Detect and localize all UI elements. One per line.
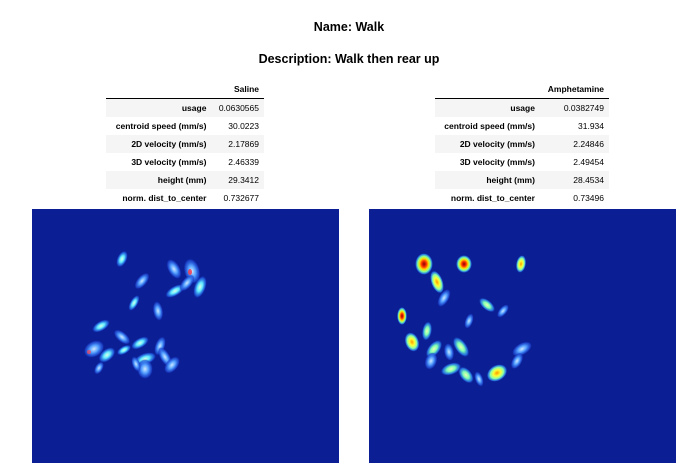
row-label: 3D velocity (mm/s) [459, 157, 535, 167]
row-value: 31.934 [578, 121, 604, 131]
row-label: norm. dist_to_center [122, 193, 207, 203]
table-row: 2D velocity (mm/s) 2.17869 [106, 135, 264, 153]
row-value: 2.17869 [228, 139, 259, 149]
table-row: norm. dist_to_center 0.732677 [106, 189, 264, 207]
amphetamine-heatmap-image [369, 209, 676, 463]
description-heading: Description: Walk then rear up [258, 52, 440, 66]
row-label: height (mm) [157, 175, 207, 185]
row-label: usage [181, 103, 207, 113]
table-row: centroid speed (mm/s) 31.934 [435, 117, 609, 135]
row-value: 2.46339 [228, 157, 259, 167]
table-row: 3D velocity (mm/s) 2.49454 [435, 153, 609, 171]
row-value: 2.49454 [573, 157, 604, 167]
row-label: norm. dist_to_center [450, 193, 535, 203]
row-value: 0.732677 [223, 193, 259, 203]
heatmap-background [369, 209, 676, 463]
row-label: centroid speed (mm/s) [115, 121, 207, 131]
row-label: height (mm) [486, 175, 535, 185]
row-label: 2D velocity (mm/s) [459, 139, 535, 149]
row-value: 29.3412 [228, 175, 259, 185]
heat-blobs [83, 250, 207, 379]
column-header-amphetamine: Amphetamine [539, 80, 609, 99]
row-value: 0.73496 [573, 193, 604, 203]
table-row: norm. dist_to_center 0.73496 [435, 189, 609, 207]
row-label: 2D velocity (mm/s) [131, 139, 207, 149]
table-row: usage 0.0382749 [435, 98, 609, 117]
row-label: 3D velocity (mm/s) [131, 157, 207, 167]
table-row: 2D velocity (mm/s) 2.24846 [435, 135, 609, 153]
row-value: 30.0223 [228, 121, 259, 131]
name-heading: Name: Walk [313, 20, 385, 34]
amphetamine-stats-table: Amphetamine usage 0.0382749 centroid spe… [435, 80, 609, 207]
row-value: 0.0630565 [218, 103, 259, 113]
table-row: height (mm) 28.4534 [435, 171, 609, 189]
heat-blobs [397, 253, 532, 387]
row-label: centroid speed (mm/s) [444, 121, 535, 131]
row-value: 28.4534 [573, 175, 604, 185]
table-row: 3D velocity (mm/s) 2.46339 [106, 153, 264, 171]
table-row: centroid speed (mm/s) 30.0223 [106, 117, 264, 135]
table-row: height (mm) 29.3412 [106, 171, 264, 189]
table-corner [435, 80, 540, 99]
heatmap-background [32, 209, 339, 463]
table-corner [106, 80, 212, 99]
row-value: 2.24846 [573, 139, 604, 149]
saline-heatmap-image [32, 209, 339, 463]
row-value: 0.0382749 [563, 103, 604, 113]
table-row: usage 0.0630565 [106, 98, 264, 117]
row-label: usage [510, 103, 535, 113]
column-header-saline: Saline [211, 80, 264, 99]
saline-stats-table: Saline usage 0.0630565 centroid speed (m… [106, 80, 264, 207]
